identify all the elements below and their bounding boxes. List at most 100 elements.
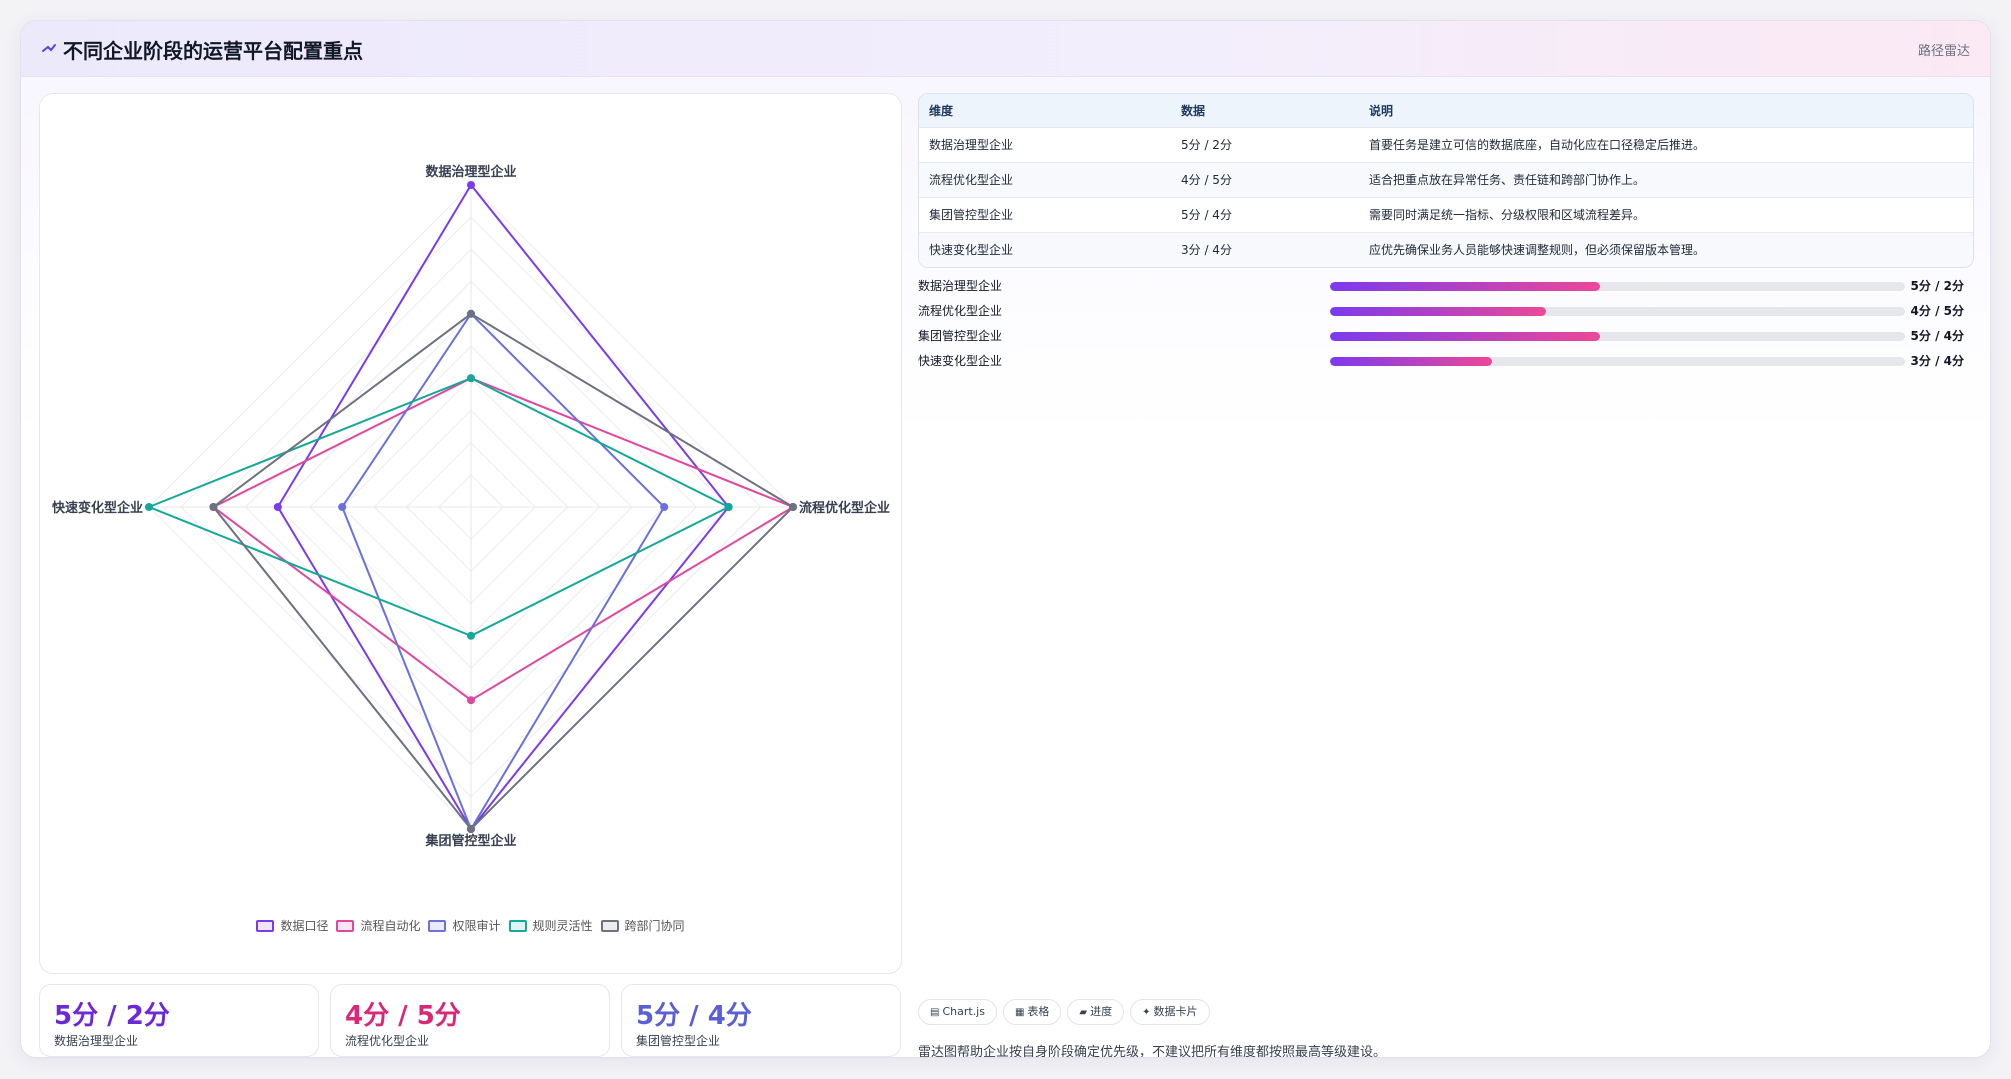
progress-label: 快速变化型企业 bbox=[918, 354, 1003, 368]
table-row: 快速变化型企业 3分 / 4分 应优先确保业务人员能够快速调整规则，但必须保留版本管… bbox=[919, 232, 1973, 267]
table-row: 流程优化型企业 4分 / 5分 适合把重点放在异常任务、责任链和跨部门协作上。 bbox=[919, 162, 1973, 197]
chart-legend: 数据口径 流程自动化 权限审计 规则灵活性 跨部门协同 bbox=[40, 917, 901, 934]
tag-chip-label: 表格 bbox=[1027, 1005, 1050, 1018]
table-cell: 需要同时满足统一指标、分级权限和区域流程差异。 bbox=[1369, 208, 1646, 222]
radar-axis-label: 数据治理型企业 bbox=[425, 164, 516, 180]
progress-fill bbox=[1330, 332, 1601, 341]
legend-label: 跨部门协同 bbox=[624, 919, 685, 933]
table-icon: ▦ bbox=[1014, 1007, 1025, 1018]
progress-label: 流程优化型企业 bbox=[918, 304, 1003, 318]
header-bar: 不同企业阶段的运营平台配置重点 路径雷达 bbox=[21, 21, 1990, 77]
progress-track bbox=[1330, 282, 1905, 291]
data-table: 维度 数据 说明 数据治理型企业 5分 / 2分 首要任务是建立可信的数据底座，自动… bbox=[918, 93, 1974, 268]
progress-value: 3分 / 4分 bbox=[1910, 354, 1964, 368]
stat-card: 5分 / 2分数据治理型企业 bbox=[39, 984, 319, 1057]
radar-axis-label: 流程优化型企业 bbox=[799, 500, 890, 516]
tag-chip[interactable]: ✦ 数据卡片 bbox=[1130, 999, 1210, 1025]
table-row: 集团管控型企业 5分 / 4分 需要同时满足统一指标、分级权限和区域流程差异。 bbox=[919, 197, 1973, 232]
table-row: 数据治理型企业 5分 / 2分 首要任务是建立可信的数据底座，自动化应在口径稳定后推… bbox=[919, 127, 1973, 162]
card-icon: ✦ bbox=[1142, 1007, 1151, 1018]
radar-point bbox=[338, 503, 347, 511]
progress-value: 5分 / 4分 bbox=[1910, 329, 1964, 343]
page-title: 不同企业阶段的运营平台配置重点 bbox=[63, 39, 363, 63]
radar-point bbox=[467, 696, 475, 705]
tag-chip-label: 进度 bbox=[1090, 1005, 1113, 1018]
progress-track bbox=[1330, 357, 1905, 366]
radar-point bbox=[467, 181, 475, 189]
progress-fill bbox=[1330, 307, 1547, 316]
progress-row: 流程优化型企业 4分 / 5分 bbox=[918, 302, 1974, 327]
progress-row: 集团管控型企业 5分 / 4分 bbox=[918, 327, 1974, 352]
legend-item[interactable]: 权限审计 bbox=[428, 917, 501, 934]
progress-track bbox=[1330, 307, 1905, 316]
legend-label: 流程自动化 bbox=[360, 919, 421, 933]
legend-item[interactable]: 跨部门协同 bbox=[600, 917, 685, 934]
stat-label: 数据治理型企业 bbox=[54, 1034, 139, 1048]
progress-row: 快速变化型企业 3分 / 4分 bbox=[918, 352, 1974, 377]
table-cell: 4分 / 5分 bbox=[1181, 173, 1232, 187]
header-tag: 路径雷达 bbox=[1917, 44, 1970, 59]
radar-point bbox=[467, 631, 475, 640]
progress-fill bbox=[1330, 357, 1493, 366]
progress-track bbox=[1330, 332, 1905, 341]
table-cell: 首要任务是建立可信的数据底座，自动化应在口径稳定后推进。 bbox=[1369, 138, 1706, 152]
stat-card: 5分 / 4分集团管控型企业 bbox=[621, 984, 901, 1057]
radar-point bbox=[789, 503, 797, 511]
footer-note: 雷达图帮助企业按自身阶段确定优先级，不建议把所有维度都按照最高等级建设。 bbox=[918, 1045, 1387, 1058]
stat-label: 流程优化型企业 bbox=[345, 1034, 430, 1048]
chart-icon: ▤ bbox=[930, 1007, 940, 1018]
progress-value: 4分 / 5分 bbox=[1910, 304, 1964, 318]
stat-label: 集团管控型企业 bbox=[636, 1034, 721, 1048]
legend-swatch bbox=[256, 920, 275, 932]
legend-item[interactable]: 流程自动化 bbox=[336, 917, 420, 934]
progress-label: 数据治理型企业 bbox=[918, 279, 1003, 293]
stat-value: 5分 / 4分 bbox=[636, 1001, 752, 1031]
legend-item[interactable]: 数据口径 bbox=[256, 917, 328, 934]
legend-item[interactable]: 规则灵活性 bbox=[508, 917, 593, 934]
table-cell: 流程优化型企业 bbox=[929, 173, 1014, 187]
tag-chip[interactable]: ▤ Chart.js bbox=[918, 999, 997, 1025]
radar-point bbox=[273, 503, 282, 511]
legend-label: 数据口径 bbox=[280, 919, 329, 933]
legend-swatch bbox=[508, 920, 527, 932]
table-cell: 适合把重点放在异常任务、责任链和跨部门协作上。 bbox=[1369, 173, 1646, 187]
radar-point bbox=[467, 374, 475, 383]
radar-point bbox=[467, 825, 475, 833]
table-cell: 数据治理型企业 bbox=[929, 138, 1014, 152]
progress-row: 数据治理型企业 5分 / 2分 bbox=[918, 277, 1974, 302]
progress-label: 集团管控型企业 bbox=[918, 329, 1003, 343]
table-cell: 5分 / 2分 bbox=[1181, 138, 1232, 152]
legend-swatch bbox=[600, 920, 619, 932]
table-header-cell: 数据 bbox=[1181, 103, 1206, 118]
tag-chips: ▤ Chart.js ▦ 表格 ▰ 进度 ✦ 数据卡片 bbox=[918, 999, 1216, 1025]
legend-swatch bbox=[336, 920, 355, 932]
radar-point bbox=[467, 309, 475, 318]
table-header-cell: 维度 bbox=[929, 103, 954, 118]
legend-label: 规则灵活性 bbox=[532, 919, 593, 933]
progress-fill bbox=[1330, 282, 1601, 291]
table-cell: 5分 / 4分 bbox=[1181, 208, 1232, 222]
radar-point bbox=[145, 503, 153, 511]
table-cell: 快速变化型企业 bbox=[929, 243, 1014, 258]
progress-icon: ▰ bbox=[1079, 1007, 1088, 1018]
radar-point bbox=[209, 503, 218, 511]
logo-icon bbox=[42, 44, 56, 52]
tag-chip[interactable]: ▦ 表格 bbox=[1002, 999, 1062, 1025]
radar-point bbox=[724, 503, 733, 511]
tag-chip[interactable]: ▰ 进度 bbox=[1067, 999, 1125, 1025]
table-header-cell: 说明 bbox=[1369, 103, 1394, 118]
main-card: 不同企业阶段的运营平台配置重点 路径雷达 数据治理型企业 流程优化型企业 集团管控型… bbox=[20, 20, 1991, 1058]
table-cell: 集团管控型企业 bbox=[929, 208, 1014, 222]
radar-axis-label: 集团管控型企业 bbox=[424, 833, 516, 849]
tag-chip-label: 数据卡片 bbox=[1153, 1005, 1198, 1018]
progress-value: 5分 / 2分 bbox=[1910, 279, 1964, 293]
radar-axis-label: 快速变化型企业 bbox=[52, 500, 143, 516]
stat-value: 4分 / 5分 bbox=[345, 1001, 461, 1031]
radar-chart-panel: 数据治理型企业流程优化型企业集团管控型企业 快速变化型企业 数据口径 流程自动化 权限… bbox=[39, 93, 902, 974]
stat-card: 4分 / 5分流程优化型企业 bbox=[330, 984, 610, 1057]
table-cell: 应优先确保业务人员能够快速调整规则，但必须保留版本管理。 bbox=[1369, 243, 1706, 258]
legend-label: 权限审计 bbox=[452, 919, 501, 933]
stat-value: 5分 / 2分 bbox=[54, 1001, 170, 1031]
tag-chip-label: Chart.js bbox=[942, 1005, 985, 1018]
